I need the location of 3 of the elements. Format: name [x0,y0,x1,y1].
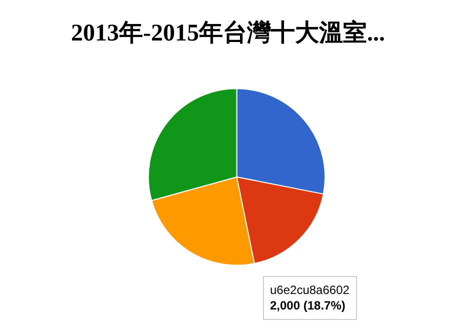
chart-title: 2013年-2015年台灣十大溫室... [71,18,385,46]
text: u6e2cu8a6602 [270,283,350,297]
text: 2,000 (18.7%) [270,298,346,313]
